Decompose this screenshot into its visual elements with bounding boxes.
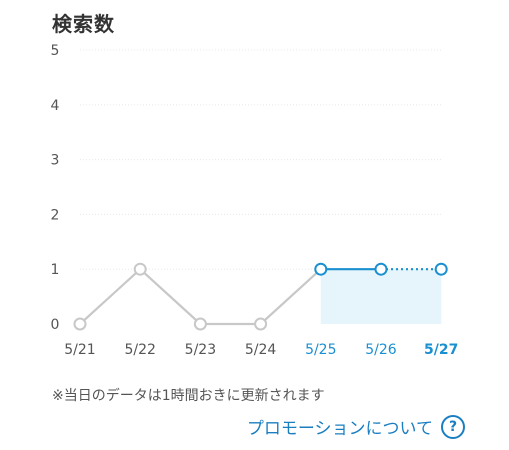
- data-point-5-24: [254, 317, 268, 331]
- y-tick-label: 3: [51, 153, 60, 169]
- chart-title: 検索数: [52, 12, 115, 36]
- y-tick-label: 4: [51, 98, 60, 114]
- x-tick-label: 5/24: [245, 342, 277, 358]
- help-icon: ?: [441, 414, 465, 439]
- y-tick-label: 1: [51, 262, 60, 278]
- y-tick-label: 2: [51, 207, 60, 223]
- series-line-segment: [139, 268, 202, 325]
- series-line-segment: [259, 268, 322, 325]
- highlight-area: [320, 269, 442, 324]
- search-count-chart: 0 1 2 3 4 5 5/21 5/22 5/23 5/24 5/25 5/26 5/27: [51, 43, 459, 358]
- x-tick-label: 5/27: [424, 342, 458, 358]
- data-point-5-22: [133, 262, 147, 276]
- data-point-5-23: [193, 317, 207, 331]
- x-tick-label: 5/23: [185, 342, 216, 358]
- update-note: ※当日のデータは1時間おきに更新されます: [52, 388, 325, 404]
- data-point-5-25: [314, 262, 328, 276]
- y-tick-label: 0: [51, 317, 60, 333]
- promotion-link[interactable]: プロモーションについて ?: [247, 414, 465, 439]
- x-tick-label: 5/25: [305, 342, 336, 358]
- series-line-segment: [79, 268, 141, 325]
- promotion-link-label: プロモーションについて: [246, 419, 433, 439]
- x-tick-label: 5/22: [124, 342, 155, 358]
- data-point-5-27: [434, 262, 448, 276]
- data-point-5-21: [73, 317, 87, 331]
- data-point-5-26: [374, 262, 388, 276]
- x-tick-label: 5/26: [365, 342, 397, 358]
- y-tick-label: 5: [51, 43, 60, 59]
- x-tick-label: 5/21: [64, 342, 95, 358]
